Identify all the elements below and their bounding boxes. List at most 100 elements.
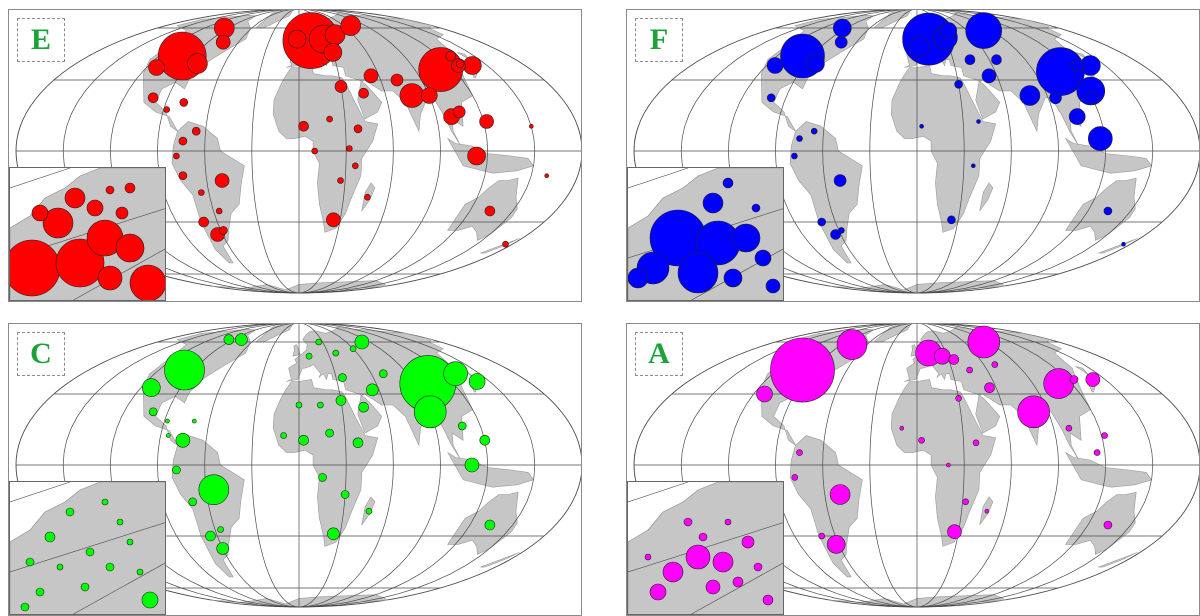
- bubble-marker: [420, 87, 438, 104]
- inset-bubble-marker: [124, 182, 136, 194]
- bubble-marker: [791, 152, 798, 160]
- bubble-marker: [340, 490, 350, 499]
- bubble-marker: [1085, 91, 1099, 105]
- inset-bubble-marker: [712, 551, 734, 573]
- bubble-marker: [298, 121, 309, 132]
- bubble-marker: [1017, 395, 1050, 429]
- bubble-marker: [445, 50, 457, 62]
- inset-bubble-marker: [64, 187, 86, 209]
- inset-bubble-marker: [25, 557, 35, 567]
- map-panel-f: F: [626, 9, 1200, 302]
- bubble-marker: [179, 98, 189, 107]
- bubble-marker: [175, 433, 191, 448]
- inset-bubble-marker: [126, 538, 134, 546]
- inset-bubble-marker: [677, 252, 719, 294]
- panel-label-a: A: [635, 332, 683, 376]
- bubble-marker: [188, 497, 197, 507]
- bubble-marker: [479, 114, 494, 129]
- inset-bubble-marker: [85, 547, 95, 557]
- bubble-marker: [991, 54, 1002, 66]
- bubble-marker: [353, 124, 363, 134]
- bubble-marker: [235, 333, 248, 346]
- bubble-marker: [954, 80, 963, 89]
- inset-bubble-marker: [65, 507, 75, 517]
- bubble-marker: [991, 361, 999, 368]
- bubble-marker: [818, 532, 825, 540]
- bubble-marker: [947, 524, 962, 539]
- inset-bubble-marker: [31, 204, 49, 222]
- bubble-marker: [215, 34, 231, 50]
- inset-bubble-marker: [722, 177, 734, 189]
- bubble-marker: [1049, 91, 1062, 105]
- bubble-marker: [1093, 449, 1101, 456]
- bubble-marker: [919, 124, 924, 129]
- inset-bubble-marker: [765, 278, 781, 294]
- inset-bubble-marker: [80, 582, 90, 592]
- inset-bubble-marker: [724, 518, 732, 526]
- inset-bubble-marker: [105, 185, 115, 195]
- bubble-marker: [192, 418, 197, 424]
- bubble-marker: [163, 106, 170, 113]
- inset-bubble-marker: [44, 531, 56, 543]
- bubble-marker: [198, 189, 205, 196]
- bubble-marker: [327, 527, 340, 541]
- bubble-marker: [830, 229, 841, 240]
- bubble-marker: [1085, 372, 1101, 387]
- inset-bubble-marker: [129, 264, 165, 300]
- bubble-marker: [413, 395, 447, 429]
- inset-bubble-marker: [97, 265, 123, 291]
- bubble-marker: [796, 449, 803, 456]
- panel-label-f: F: [635, 18, 683, 62]
- bubble-marker: [948, 354, 960, 365]
- inset-bubble-marker: [723, 268, 743, 288]
- bubble-marker: [323, 43, 343, 62]
- bubble-marker: [947, 215, 956, 225]
- bubble-marker: [933, 347, 951, 365]
- bubble-marker: [364, 193, 371, 201]
- inset-bubble-marker: [101, 498, 109, 506]
- bubble-marker: [462, 56, 482, 75]
- bubble-marker: [756, 385, 773, 403]
- bubble-marker: [834, 35, 848, 49]
- bubble-marker: [457, 421, 467, 431]
- bubble-marker: [796, 135, 803, 142]
- bubble-marker: [468, 373, 486, 390]
- inset-bubble-marker: [649, 583, 667, 601]
- bubble-marker: [967, 325, 1001, 359]
- inset-bubble-marker: [644, 553, 652, 561]
- bubble-marker: [965, 12, 1003, 49]
- bubble-marker: [464, 457, 480, 473]
- bubble-marker: [946, 462, 951, 468]
- bubble-marker: [335, 395, 347, 406]
- map-panel-e: E: [8, 9, 582, 302]
- bubble-marker: [215, 207, 223, 215]
- bubble-marker: [354, 334, 370, 350]
- inset-bubble-marker: [685, 544, 711, 570]
- inset-bubble-marker: [732, 576, 744, 588]
- europe-inset-c: [9, 481, 166, 615]
- bubble-marker: [770, 337, 835, 403]
- inset-bubble-marker: [698, 532, 708, 542]
- bubble-marker: [1103, 206, 1113, 216]
- bubble-marker: [165, 418, 170, 424]
- bubble-marker: [455, 59, 465, 68]
- bubble-marker: [899, 425, 905, 431]
- bubble-marker: [484, 519, 496, 531]
- inset-bubble-marker: [55, 238, 105, 288]
- bubble-marker: [836, 329, 868, 360]
- bubble-marker: [325, 428, 334, 438]
- bubble-marker: [528, 124, 534, 129]
- bubble-marker: [1068, 108, 1086, 125]
- bubble-marker: [972, 439, 980, 447]
- bubble-marker: [1019, 85, 1041, 106]
- bubble-marker: [365, 383, 379, 397]
- bubble-marker: [219, 226, 228, 235]
- bubble-marker: [216, 542, 229, 555]
- inset-bubble-marker: [56, 563, 64, 571]
- europe-inset-a: [627, 481, 784, 615]
- bubble-marker: [166, 433, 171, 438]
- panel-label-c: C: [17, 332, 65, 376]
- bubble-marker: [918, 437, 925, 444]
- bubble-marker: [172, 465, 181, 475]
- bubble-marker: [443, 361, 468, 387]
